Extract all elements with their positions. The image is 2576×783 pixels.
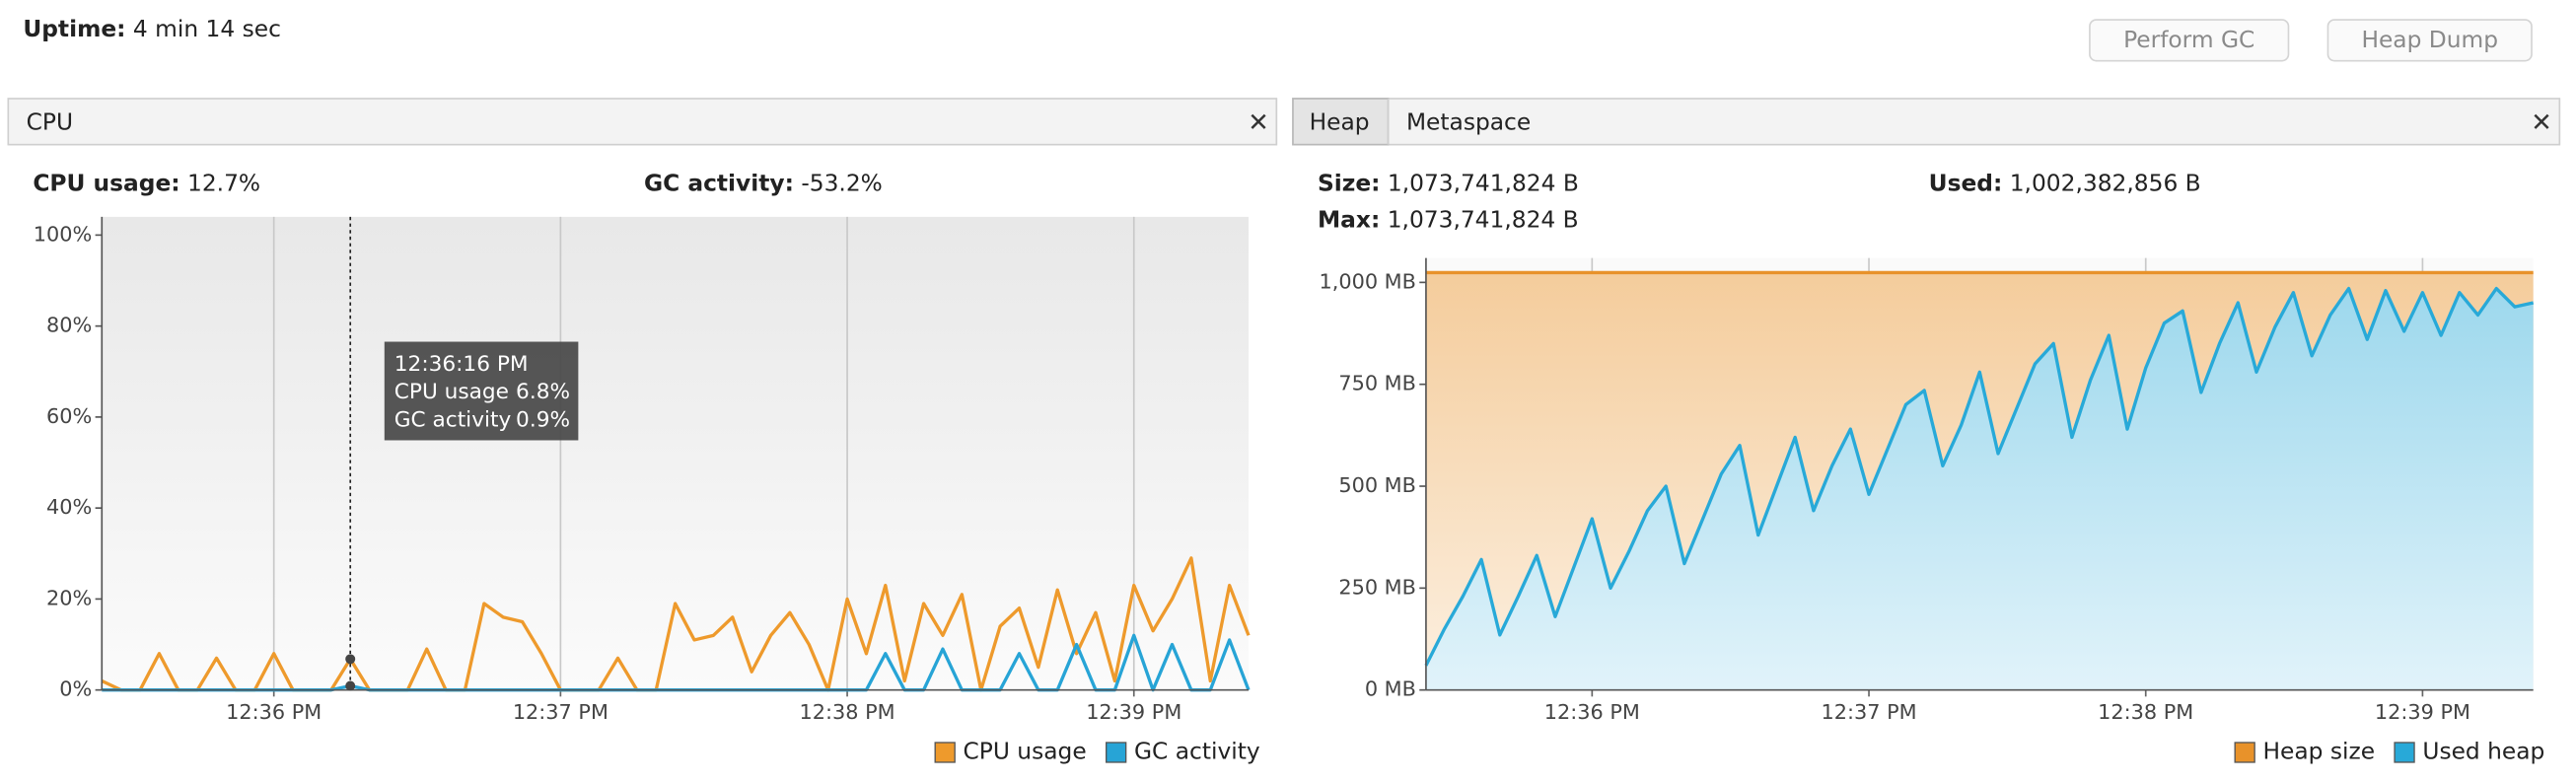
tooltip xyxy=(384,341,579,441)
legend-swatch xyxy=(2234,742,2255,763)
tooltip-label: CPU usage xyxy=(394,380,509,404)
uptime: Uptime: 4 min 14 sec xyxy=(23,16,281,42)
tooltip-time: 12:36:16 PM xyxy=(394,352,529,377)
uptime-value: 4 min 14 sec xyxy=(133,16,281,42)
legend-label: Heap size xyxy=(2262,738,2375,764)
stat: Size: 1,073,741,824 B xyxy=(1318,170,1579,196)
tab[interactable]: CPU xyxy=(27,108,73,135)
tooltip-value: 0.9% xyxy=(516,407,570,432)
stat-label: CPU usage: xyxy=(33,170,179,196)
hover-point xyxy=(345,680,356,691)
tooltip-label: GC activity xyxy=(394,407,512,432)
legend-label: Used heap xyxy=(2422,738,2544,764)
x-tick-label: 12:36 PM xyxy=(226,700,322,724)
y-tick-label: 80% xyxy=(46,314,92,337)
legend-swatch xyxy=(934,742,956,763)
y-tick-label: 20% xyxy=(46,586,92,609)
y-tick-label: 40% xyxy=(46,495,92,519)
stat: CPU usage: 12.7% xyxy=(33,170,260,196)
button[interactable] xyxy=(2326,19,2533,62)
y-tick-label: 1,000 MB xyxy=(1319,269,1415,293)
legend-label: GC activity xyxy=(1134,738,1260,764)
x-tick-label: 12:39 PM xyxy=(1086,700,1181,724)
legend-label: CPU usage xyxy=(964,738,1087,764)
stat-value: 12.7% xyxy=(187,170,260,196)
stat-label: Max: xyxy=(1318,206,1380,233)
tooltip-value: 6.8% xyxy=(516,380,570,404)
x-tick-label: 12:38 PM xyxy=(2098,700,2193,724)
x-tick-label: 12:37 PM xyxy=(513,700,608,724)
plots: 12:36 PM 12:37 PM 12:38 PM 12:39 PM 0% 20% 40%… xyxy=(34,216,2544,764)
stat-label: GC activity: xyxy=(644,170,794,196)
button-label[interactable]: Heap Dump xyxy=(2361,27,2498,53)
x-tick-label: 12:38 PM xyxy=(800,700,895,724)
y-tick-label: 750 MB xyxy=(1338,372,1416,395)
y-tick-label: 60% xyxy=(46,404,92,428)
uptime-label: Uptime: xyxy=(23,16,125,42)
stat: Used: 1,002,382,856 B xyxy=(1929,170,2201,196)
y-tick-label: 0% xyxy=(59,677,92,701)
stat-label: Size: xyxy=(1318,170,1380,196)
stat: GC activity: -53.2% xyxy=(644,170,883,196)
tooltip-layer: 12:36:16 PM CPU usage 6.8%GC activity 0.9% xyxy=(345,216,579,691)
y-tick-label: 0 MB xyxy=(1365,677,1416,701)
stat-value: 1,002,382,856 B xyxy=(2010,170,2201,196)
button[interactable] xyxy=(2089,19,2290,62)
tab[interactable]: Metaspace xyxy=(1406,108,1531,135)
series-area xyxy=(1425,288,2534,690)
stat-value: -53.2% xyxy=(801,170,882,196)
tab[interactable]: Heap xyxy=(1310,108,1370,135)
close-icon[interactable] xyxy=(1251,113,1266,129)
legend-swatch xyxy=(2394,742,2415,763)
x-tick-label: 12:36 PM xyxy=(1544,700,1640,724)
stat-value: 1,073,741,824 B xyxy=(1388,206,1579,233)
y-tick-label: 500 MB xyxy=(1338,473,1416,497)
y-tick-label: 100% xyxy=(34,222,93,246)
tab-bar xyxy=(7,98,1278,146)
stat-label: Used: xyxy=(1929,170,2003,196)
hover-point xyxy=(345,654,356,665)
series-line xyxy=(1424,286,2535,667)
legend-swatch xyxy=(1106,742,1127,763)
button-label[interactable]: Perform GC xyxy=(2123,27,2254,53)
stat-value: 1,073,741,824 B xyxy=(1388,170,1579,196)
x-tick-label: 12:37 PM xyxy=(1821,700,1916,724)
y-tick-label: 250 MB xyxy=(1338,575,1416,599)
tab-selected[interactable] xyxy=(1292,98,1390,146)
close-icon[interactable] xyxy=(2534,113,2549,129)
stat: Max: 1,073,741,824 B xyxy=(1318,206,1579,233)
x-tick-label: 12:39 PM xyxy=(2375,700,2470,724)
